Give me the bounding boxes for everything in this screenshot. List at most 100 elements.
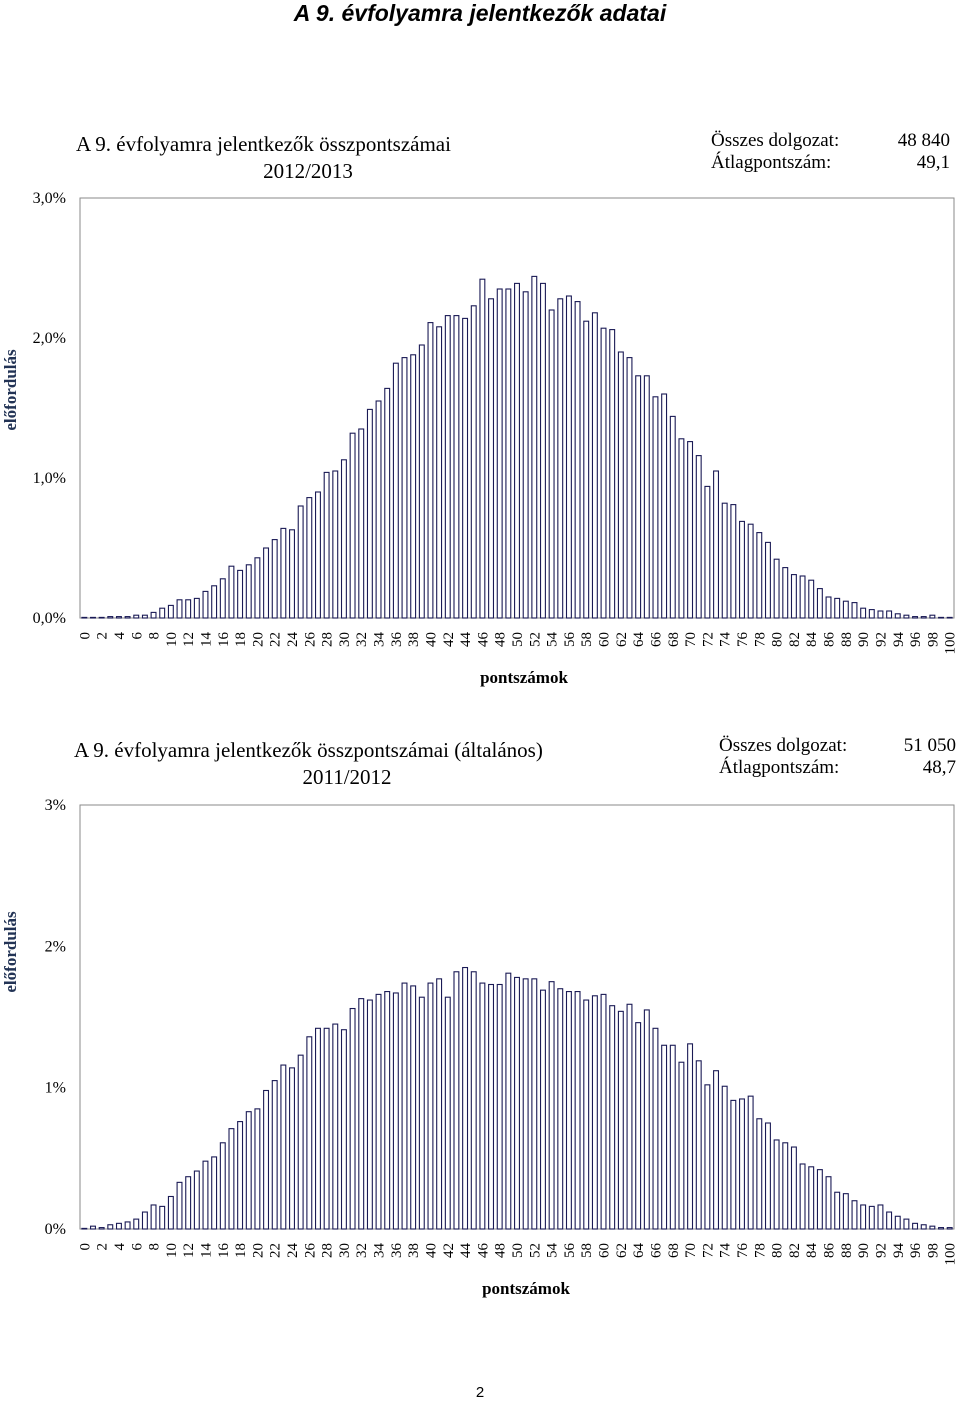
x-tick-label: 56 <box>562 1243 578 1259</box>
bar-11 <box>176 1181 183 1230</box>
bar-24 <box>289 529 295 619</box>
x-tick-label: 94 <box>891 632 907 648</box>
chart-subtitle: 2011/2012 <box>302 765 391 789</box>
bar-11 <box>176 599 183 619</box>
x-tick-label: 22 <box>268 632 284 647</box>
x-tick-label: 64 <box>631 632 647 648</box>
bar-84 <box>808 579 815 619</box>
x-tick-label: 92 <box>873 632 889 647</box>
bar-30 <box>340 1029 347 1230</box>
x-tick-label: 46 <box>475 632 491 648</box>
bar-82 <box>790 574 797 619</box>
x-axis-title: pontszámok <box>482 1279 570 1298</box>
bar-2 <box>98 616 105 619</box>
bar-41 <box>436 326 443 619</box>
bar-97 <box>920 1224 927 1230</box>
bar-55 <box>557 298 564 619</box>
x-tick-label: 14 <box>198 1243 214 1259</box>
bar-81 <box>782 1142 789 1230</box>
x-tick-label: 34 <box>372 1243 388 1259</box>
bar-39 <box>418 344 425 619</box>
bar-93 <box>886 610 893 619</box>
x-tick-label: 100 <box>943 1243 959 1266</box>
bar-58 <box>583 999 590 1230</box>
x-tick-label: 6 <box>129 632 145 640</box>
bar-26 <box>306 1036 313 1230</box>
bar-80 <box>773 1139 780 1230</box>
bar-63 <box>626 1003 633 1230</box>
bar-7 <box>141 1211 148 1230</box>
bar-45 <box>470 305 477 619</box>
x-tick-label: 20 <box>250 632 266 647</box>
bar-98 <box>929 1225 936 1230</box>
x-tick-label: 86 <box>822 632 838 648</box>
x-tick-label: 98 <box>925 1243 941 1258</box>
page-title: A 9. évfolyamra jelentkezők adatai <box>293 0 667 26</box>
bar-74 <box>721 502 728 619</box>
x-tick-label: 26 <box>302 632 318 648</box>
bar-17 <box>228 565 235 619</box>
bar-23 <box>280 527 287 619</box>
x-tick-label: 50 <box>510 1243 526 1258</box>
bar-66 <box>652 1027 659 1230</box>
bar-46 <box>479 278 486 619</box>
x-tick-label: 72 <box>700 632 716 647</box>
bar-75 <box>730 504 737 619</box>
bar-92 <box>877 610 884 619</box>
x-tick-label: 8 <box>147 632 163 640</box>
x-tick-label: 74 <box>718 632 734 648</box>
bar-6 <box>133 1218 140 1230</box>
x-tick-label: 18 <box>233 632 249 647</box>
bar-50 <box>514 976 520 1230</box>
bar-63 <box>626 357 633 619</box>
bar-98 <box>929 614 936 619</box>
x-tick-label: 62 <box>614 1243 630 1258</box>
x-tick-label: 52 <box>527 1243 543 1258</box>
bar-chart-2011-2012: 0%1%2%3%0 2 4 6 8 10 12 14 16 18 20 22 24 26 28 30 32 34 3… <box>1 735 959 1298</box>
bar-55 <box>557 988 564 1230</box>
bar-chart-2012-2013: 0,0%1,0%2,0%3,0%0 2 4 6 8 10 12 14 16 18 20 22 24 26 2… <box>1 130 959 687</box>
stat-label: Összes dolgozat: <box>711 130 839 151</box>
bar-70 <box>687 1043 694 1230</box>
stat-label: Átlagpontszám: <box>719 756 839 778</box>
bar-60 <box>600 993 607 1230</box>
bar-4 <box>115 1222 122 1230</box>
bar-29 <box>332 1023 339 1230</box>
bar-71 <box>695 455 702 619</box>
bar-95 <box>903 1218 910 1230</box>
bar-75 <box>730 1099 737 1230</box>
bar-39 <box>418 996 425 1230</box>
bar-4 <box>115 616 122 619</box>
bar-64 <box>635 1022 642 1230</box>
x-tick-label: 90 <box>856 1243 872 1258</box>
bar-36 <box>392 362 399 619</box>
x-tick-label: 26 <box>302 1243 318 1259</box>
bar-45 <box>470 971 477 1230</box>
x-tick-label: 10 <box>164 1243 180 1258</box>
bar-41 <box>436 978 443 1230</box>
bar-34 <box>375 400 382 619</box>
bar-43 <box>453 315 460 619</box>
bar-54 <box>548 981 555 1230</box>
x-tick-label: 92 <box>873 1243 889 1258</box>
bar-80 <box>773 558 780 619</box>
bar-54 <box>548 309 555 619</box>
y-tick-label: 0,0% <box>33 610 66 627</box>
y-axis-title: előfordulás <box>1 349 20 431</box>
bar-96 <box>912 616 919 619</box>
stat-label: Összes dolgozat: <box>719 735 847 756</box>
bar-88 <box>842 600 849 619</box>
x-tick-label: 62 <box>614 632 630 647</box>
x-tick-label: 0 <box>77 632 93 640</box>
bar-90 <box>860 1204 867 1230</box>
x-tick-label: 20 <box>250 1243 266 1258</box>
x-tick-label: 58 <box>579 1243 595 1258</box>
bar-9 <box>159 1205 166 1230</box>
bar-25 <box>297 505 304 619</box>
bar-82 <box>790 1146 797 1230</box>
stat-value: 51 050 <box>904 735 956 756</box>
bar-57 <box>574 991 581 1230</box>
y-tick-label: 2% <box>45 938 66 955</box>
bar-68 <box>669 415 676 619</box>
bar-67 <box>661 1044 668 1230</box>
